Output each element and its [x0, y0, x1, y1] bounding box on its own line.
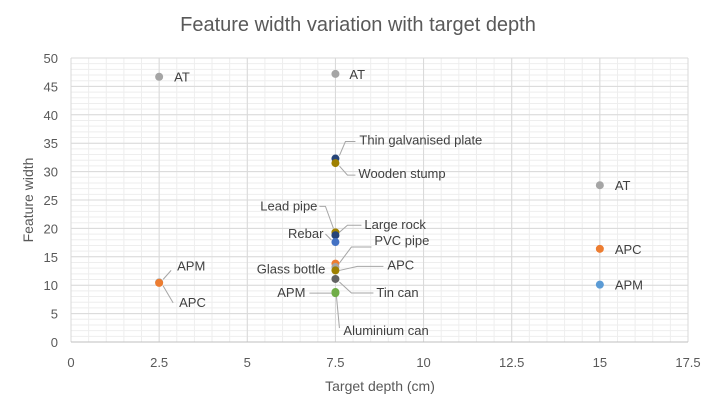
- data-point: [155, 72, 164, 81]
- label-leader-line: [338, 141, 356, 156]
- data-label: Wooden stump: [358, 166, 445, 181]
- data-point: [331, 266, 340, 275]
- data-label: Large rock: [364, 217, 426, 232]
- data-label: APC: [179, 295, 206, 310]
- data-label: APM: [277, 285, 305, 300]
- data-point: [331, 231, 340, 240]
- y-tick-label: 20: [44, 221, 58, 236]
- y-tick-label: 5: [51, 307, 58, 322]
- label-leader-line: [335, 295, 340, 329]
- x-tick-label: 17.5: [675, 355, 700, 370]
- x-axis-title: Target depth (cm): [325, 378, 435, 394]
- chart-title: Feature width variation with target dept…: [180, 14, 536, 36]
- data-label: PVC pipe: [374, 233, 429, 248]
- y-tick-label: 35: [44, 136, 58, 151]
- y-tick-label: 25: [44, 193, 58, 208]
- data-label: Glass bottle: [257, 262, 326, 277]
- x-tick-label: 2.5: [150, 355, 168, 370]
- data-label: APM: [177, 258, 205, 273]
- x-axis-tick-labels: 0 2.5 5 7.5 10 12.5 15 17.5: [67, 355, 700, 370]
- data-label: AT: [174, 70, 190, 85]
- label-leader-line: [325, 233, 332, 241]
- data-label: AT: [615, 178, 631, 193]
- data-label: Tin can: [376, 285, 418, 300]
- data-point: [331, 289, 340, 298]
- data-points: [155, 69, 604, 298]
- data-point: [331, 69, 340, 78]
- data-labels: AT APM APC AT Thin galvanised plate Wooden st…: [174, 67, 643, 338]
- label-leader-line: [339, 224, 362, 233]
- y-tick-label: 30: [44, 165, 58, 180]
- y-tick-label: 50: [44, 51, 58, 66]
- data-label: Lead pipe: [260, 198, 317, 213]
- data-label: AT: [349, 67, 365, 82]
- label-leader-line: [319, 205, 334, 229]
- data-point: [155, 278, 164, 287]
- label-leader-line: [339, 265, 384, 271]
- x-tick-label: 10: [416, 355, 430, 370]
- data-label: Thin galvanised plate: [359, 133, 482, 148]
- x-tick-label: 5: [244, 355, 251, 370]
- y-tick-label: 45: [44, 79, 58, 94]
- y-axis-tick-labels: 0 5 10 15 20 25 30 35 40 45 50: [44, 51, 58, 350]
- label-leader-line: [339, 165, 356, 176]
- x-tick-label: 7.5: [326, 355, 344, 370]
- y-tick-label: 10: [44, 278, 58, 293]
- label-leader-line: [339, 281, 374, 294]
- y-tick-label: 40: [44, 108, 58, 123]
- label-leader-line: [162, 270, 172, 280]
- label-leader-lines: [162, 141, 384, 329]
- data-point: [595, 244, 604, 253]
- y-tick-label: 15: [44, 250, 58, 265]
- data-point: [595, 280, 604, 289]
- data-label: APC: [387, 257, 414, 272]
- data-point: [595, 181, 604, 190]
- x-tick-label: 12.5: [499, 355, 524, 370]
- data-label: APM: [615, 278, 643, 293]
- x-tick-label: 0: [67, 355, 74, 370]
- data-label: APC: [615, 242, 642, 257]
- data-label: Aluminium can: [343, 323, 428, 338]
- y-tick-label: 0: [51, 335, 58, 350]
- data-point: [331, 274, 340, 283]
- label-leader-line: [339, 246, 372, 264]
- x-tick-label: 15: [593, 355, 607, 370]
- label-leader-line: [162, 285, 174, 304]
- y-axis-title: Feature width: [20, 158, 36, 243]
- data-label: Rebar: [288, 226, 324, 241]
- data-point: [331, 238, 340, 247]
- data-point: [331, 159, 340, 168]
